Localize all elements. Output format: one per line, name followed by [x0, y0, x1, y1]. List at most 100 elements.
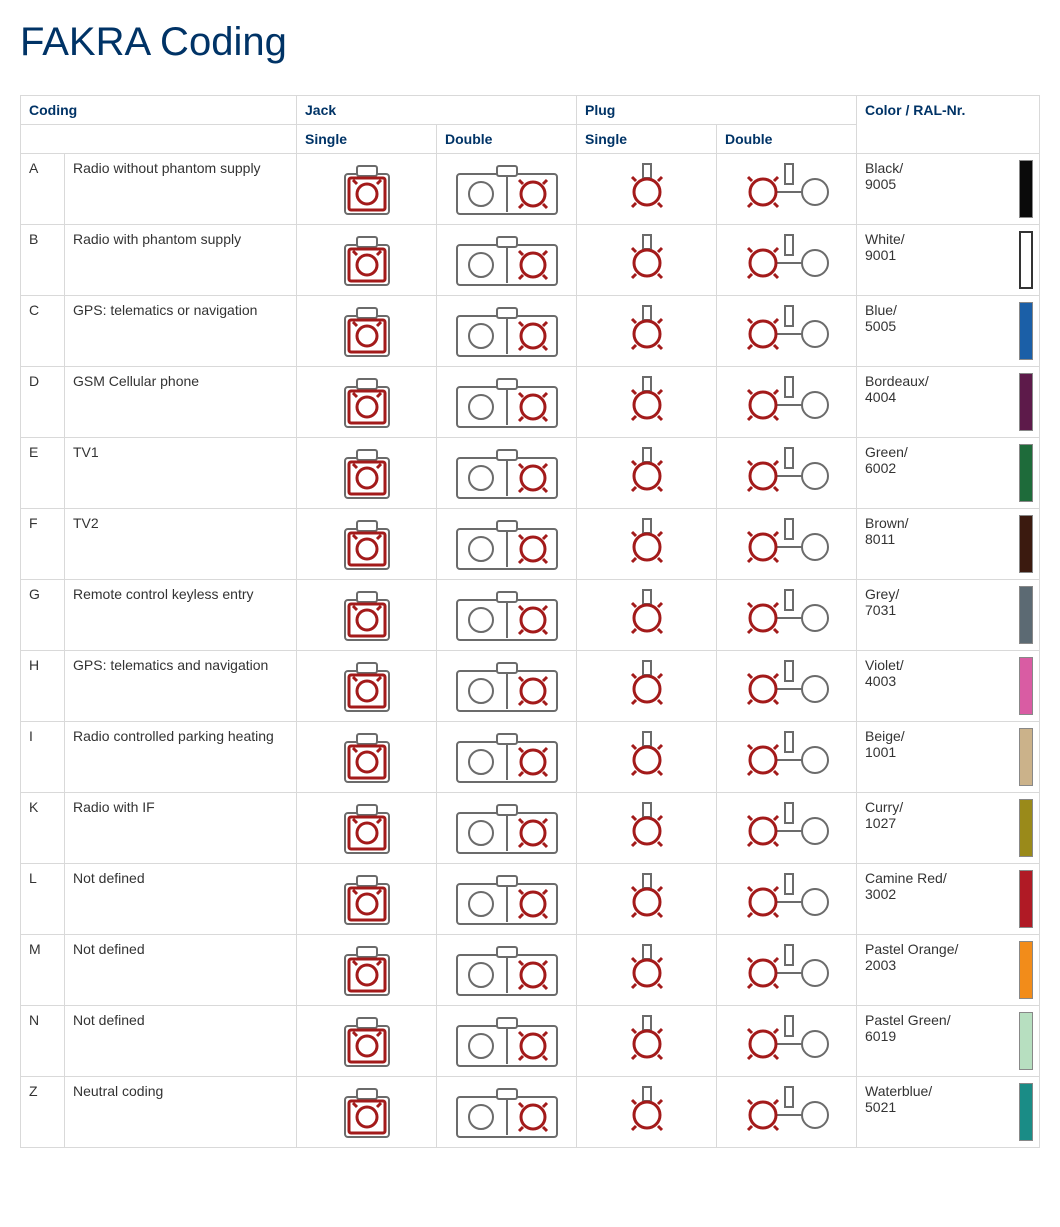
- description-cell: TV1: [65, 438, 297, 509]
- code-cell: L: [21, 864, 65, 935]
- color-name: Pastel Green/: [865, 1012, 951, 1028]
- color-cell: Waterblue/5021: [857, 1077, 1040, 1148]
- jack-double-icon: [451, 870, 563, 928]
- jack-single-cell: [297, 367, 437, 438]
- jack-double-cell: [437, 580, 577, 651]
- plug-double-icon: [737, 373, 837, 425]
- jack-double-cell: [437, 651, 577, 722]
- plug-single-cell: [577, 580, 717, 651]
- jack-single-icon: [335, 1083, 399, 1141]
- jack-double-icon: [451, 373, 563, 431]
- plug-double-icon: [737, 657, 837, 709]
- color-name: Curry/: [865, 799, 903, 815]
- color-name: Blue/: [865, 302, 897, 318]
- color-swatch: [1019, 231, 1033, 289]
- color-cell: Beige/1001: [857, 722, 1040, 793]
- plug-double-icon: [737, 799, 837, 851]
- jack-single-cell: [297, 225, 437, 296]
- plug-single-cell: [577, 1006, 717, 1077]
- ral-number: 5021: [865, 1099, 896, 1115]
- plug-single-icon: [621, 160, 673, 212]
- table-row: MNot definedPastel Orange/2003: [21, 935, 1040, 1006]
- jack-double-cell: [437, 722, 577, 793]
- table-row: HGPS: telematics and navigationViolet/40…: [21, 651, 1040, 722]
- color-name: Brown/: [865, 515, 909, 531]
- jack-single-cell: [297, 722, 437, 793]
- ral-number: 9001: [865, 247, 896, 263]
- code-cell: G: [21, 580, 65, 651]
- plug-double-icon: [737, 728, 837, 780]
- page-title: FAKRA Coding: [20, 20, 1040, 65]
- code-cell: N: [21, 1006, 65, 1077]
- jack-single-icon: [335, 1012, 399, 1070]
- color-name: Bordeaux/: [865, 373, 929, 389]
- jack-single-icon: [335, 444, 399, 502]
- plug-single-cell: [577, 864, 717, 935]
- table-row: CGPS: telematics or navigationBlue/5005: [21, 296, 1040, 367]
- color-swatch: [1019, 1083, 1033, 1141]
- header-jack-double: Double: [437, 125, 577, 154]
- color-swatch: [1019, 728, 1033, 786]
- plug-single-icon: [621, 728, 673, 780]
- table-row: LNot definedCamine Red/3002: [21, 864, 1040, 935]
- plug-double-icon: [737, 515, 837, 567]
- table-row: KRadio with IFCurry/1027: [21, 793, 1040, 864]
- plug-single-cell: [577, 438, 717, 509]
- jack-single-cell: [297, 935, 437, 1006]
- jack-single-cell: [297, 1077, 437, 1148]
- color-name: Camine Red/: [865, 870, 947, 886]
- jack-double-icon: [451, 799, 563, 857]
- plug-double-icon: [737, 302, 837, 354]
- table-row: IRadio controlled parking heatingBeige/1…: [21, 722, 1040, 793]
- table-row: NNot definedPastel Green/6019: [21, 1006, 1040, 1077]
- color-swatch: [1019, 799, 1033, 857]
- jack-double-cell: [437, 225, 577, 296]
- jack-single-icon: [335, 373, 399, 431]
- plug-single-cell: [577, 1077, 717, 1148]
- color-swatch: [1019, 373, 1033, 431]
- plug-single-icon: [621, 231, 673, 283]
- color-cell: Black/9005: [857, 154, 1040, 225]
- ral-number: 4003: [865, 673, 896, 689]
- description-cell: Radio controlled parking heating: [65, 722, 297, 793]
- color-name: Green/: [865, 444, 908, 460]
- color-name: Grey/: [865, 586, 899, 602]
- table-row: DGSM Cellular phoneBordeaux/4004: [21, 367, 1040, 438]
- jack-double-icon: [451, 1012, 563, 1070]
- plug-double-cell: [717, 1077, 857, 1148]
- jack-single-icon: [335, 302, 399, 360]
- color-swatch: [1019, 586, 1033, 644]
- description-cell: TV2: [65, 509, 297, 580]
- plug-single-cell: [577, 509, 717, 580]
- ral-number: 7031: [865, 602, 896, 618]
- description-cell: Not defined: [65, 1006, 297, 1077]
- jack-double-icon: [451, 728, 563, 786]
- jack-single-icon: [335, 799, 399, 857]
- description-cell: GSM Cellular phone: [65, 367, 297, 438]
- color-swatch: [1019, 941, 1033, 999]
- jack-double-cell: [437, 935, 577, 1006]
- plug-single-cell: [577, 296, 717, 367]
- description-cell: Radio without phantom supply: [65, 154, 297, 225]
- jack-double-cell: [437, 509, 577, 580]
- description-cell: Radio with IF: [65, 793, 297, 864]
- color-cell: White/9001: [857, 225, 1040, 296]
- plug-double-cell: [717, 367, 857, 438]
- jack-double-icon: [451, 444, 563, 502]
- color-name: Black/: [865, 160, 903, 176]
- jack-double-cell: [437, 864, 577, 935]
- description-cell: GPS: telematics or navigation: [65, 296, 297, 367]
- color-swatch: [1019, 515, 1033, 573]
- header-jack-single: Single: [297, 125, 437, 154]
- header-plug: Plug: [577, 96, 857, 125]
- header-coding-blank: [21, 125, 297, 154]
- plug-single-icon: [621, 302, 673, 354]
- color-swatch: [1019, 1012, 1033, 1070]
- plug-single-icon: [621, 373, 673, 425]
- description-cell: Not defined: [65, 864, 297, 935]
- color-cell: Brown/8011: [857, 509, 1040, 580]
- color-cell: Violet/4003: [857, 651, 1040, 722]
- color-swatch: [1019, 444, 1033, 502]
- plug-double-cell: [717, 1006, 857, 1077]
- ral-number: 1001: [865, 744, 896, 760]
